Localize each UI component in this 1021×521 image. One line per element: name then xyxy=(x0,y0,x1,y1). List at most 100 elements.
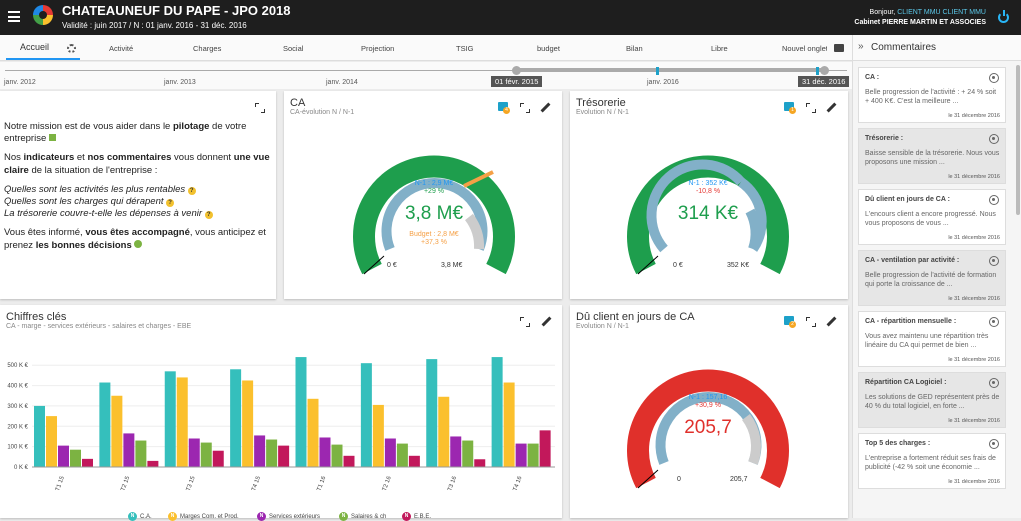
target-icon[interactable] xyxy=(989,134,999,144)
target-icon[interactable] xyxy=(989,73,999,83)
comment-body: Vous avez maintenu une répartition très … xyxy=(865,333,989,349)
du-prev: N-1 : 157,16 xyxy=(688,394,728,401)
chat-icon[interactable] xyxy=(834,44,844,52)
check-icon xyxy=(134,239,143,248)
bar xyxy=(295,357,307,467)
target-icon[interactable] xyxy=(989,378,999,388)
year-label: janv. 2014 xyxy=(326,79,358,86)
du-client-gauge xyxy=(627,369,789,489)
tab-nouvel-onglet[interactable]: Nouvel onglet xyxy=(782,44,827,53)
du-client-card: Dû client en jours de CA Evolution N / N… xyxy=(570,305,848,518)
bar xyxy=(319,437,331,467)
bar xyxy=(111,395,123,467)
bar xyxy=(176,377,188,467)
comment-card[interactable]: CA : Belle progression de l'activité : + … xyxy=(858,67,1006,123)
comment-card[interactable]: CA - ventilation par activité : Belle pro… xyxy=(858,250,1006,306)
ca-gauge xyxy=(353,155,515,275)
comment-date: le 31 décembre 2016 xyxy=(948,296,1000,302)
selected-range[interactable] xyxy=(516,68,824,72)
tab-accueil[interactable]: Accueil xyxy=(20,42,50,52)
bar xyxy=(242,380,254,467)
ca-budget: Budget : 2,8 M€ xyxy=(409,231,459,238)
top-bar: CHATEAUNEUF DU PAPE - JPO 2018 Validité … xyxy=(0,0,1021,35)
comment-icon[interactable]: 4 xyxy=(498,102,510,114)
comment-date: le 31 décembre 2016 xyxy=(948,174,1000,180)
comment-card[interactable]: Trésorerie : Baisse sensible de la trésor… xyxy=(858,128,1006,184)
bar xyxy=(450,436,462,467)
app-title: CHATEAUNEUF DU PAPE - JPO 2018 xyxy=(62,3,291,18)
bar xyxy=(188,438,200,467)
comment-card[interactable]: Top 5 des charges : L'entreprise a fortem… xyxy=(858,433,1006,489)
comments-title: Commentaires xyxy=(871,42,937,53)
year-label: janv. 2012 xyxy=(4,79,36,86)
range-start-handle[interactable] xyxy=(512,66,521,75)
bar xyxy=(462,440,474,467)
y-tick-label: 500 K € xyxy=(7,363,28,369)
comment-body: Belle progression de l'activité : + 24 %… xyxy=(865,89,997,105)
year-label: janv. 2016 xyxy=(647,79,679,86)
collapse-icon[interactable]: » xyxy=(858,41,864,52)
menu-icon[interactable] xyxy=(8,11,20,22)
x-tick-label: T1 16 xyxy=(316,475,327,492)
tab-bar: Accueil Activité Charges Social Projecti… xyxy=(0,35,852,61)
edit-icon[interactable] xyxy=(541,316,552,327)
x-tick-label: T4 15 xyxy=(251,475,262,492)
legend-item: N C.A. xyxy=(128,512,152,521)
tab-charges[interactable]: Charges xyxy=(193,44,222,53)
target-icon[interactable] xyxy=(989,317,999,327)
bar xyxy=(384,438,396,467)
expand-icon[interactable] xyxy=(520,103,530,113)
comment-icon[interactable]: 2 xyxy=(784,316,796,328)
target-icon[interactable] xyxy=(989,195,999,205)
bar xyxy=(147,460,159,467)
comment-title: CA : xyxy=(865,74,880,81)
user-greeting: Bonjour, CLIENT MMU CLIENT MMU xyxy=(869,9,986,16)
flag-icon xyxy=(48,134,56,142)
comment-date: le 31 décembre 2016 xyxy=(948,357,1000,363)
expand-icon[interactable] xyxy=(255,103,265,113)
expand-icon[interactable] xyxy=(806,317,816,327)
ca-card: CA CA-évolution N / N-1 4 N-1 : 2,9 M€ +… xyxy=(284,91,562,299)
tab-bilan[interactable]: Bilan xyxy=(626,44,643,53)
bar xyxy=(491,357,503,467)
tab-projection[interactable]: Projection xyxy=(361,44,395,53)
comment-card[interactable]: Dû client en jours de CA : L'encours clie… xyxy=(858,189,1006,245)
bar xyxy=(539,430,551,467)
range-end-handle[interactable] xyxy=(820,66,829,75)
bar xyxy=(331,444,343,467)
target-icon[interactable] xyxy=(989,439,999,449)
comments-panel: » Commentaires CA : Belle progression de … xyxy=(852,35,1021,518)
tab-libre[interactable]: Libre xyxy=(711,44,728,53)
tresorerie-gauge xyxy=(627,155,789,275)
expand-icon[interactable] xyxy=(520,317,530,327)
comment-card[interactable]: Répartition CA Logiciel : Les solutions d… xyxy=(858,372,1006,428)
target-icon[interactable] xyxy=(989,256,999,266)
gauge-min: 0 xyxy=(677,476,681,483)
app-logo xyxy=(33,5,53,25)
bar xyxy=(254,435,266,467)
bar xyxy=(438,396,450,467)
scrollbar[interactable] xyxy=(1016,65,1020,215)
expand-icon[interactable] xyxy=(806,103,816,113)
legend-item: N E.B.E. xyxy=(402,512,431,521)
comment-title: Dû client en jours de CA : xyxy=(865,196,950,203)
period-timeline[interactable]: janv. 2012 janv. 2013 janv. 2014 janv. 2… xyxy=(0,62,852,89)
chiffres-cles-card: Chiffres clés CA - marge - services exté… xyxy=(0,305,562,521)
power-icon[interactable] xyxy=(998,10,1009,23)
treso-prev: N-1 : 352 K€ xyxy=(688,180,728,187)
bar xyxy=(58,445,69,467)
bar xyxy=(46,416,57,467)
gauge-max: 3,8 M€ xyxy=(441,262,463,269)
comment-card[interactable]: CA - répartition mensuelle : Vous avez ma… xyxy=(858,311,1006,367)
ca-budget-delta: +37,3 % xyxy=(421,239,447,246)
bar xyxy=(396,443,408,467)
tab-budget[interactable]: budget xyxy=(537,44,560,53)
comment-icon[interactable]: 1 xyxy=(784,102,796,114)
gear-icon[interactable] xyxy=(67,44,76,53)
tab-activite[interactable]: Activité xyxy=(109,44,134,53)
comment-date: le 31 décembre 2016 xyxy=(948,418,1000,424)
x-tick-label: T4 16 xyxy=(513,475,524,492)
tab-social[interactable]: Social xyxy=(283,44,304,53)
tab-tsig[interactable]: TSIG xyxy=(456,44,474,53)
gauge-min: 0 € xyxy=(673,262,683,269)
